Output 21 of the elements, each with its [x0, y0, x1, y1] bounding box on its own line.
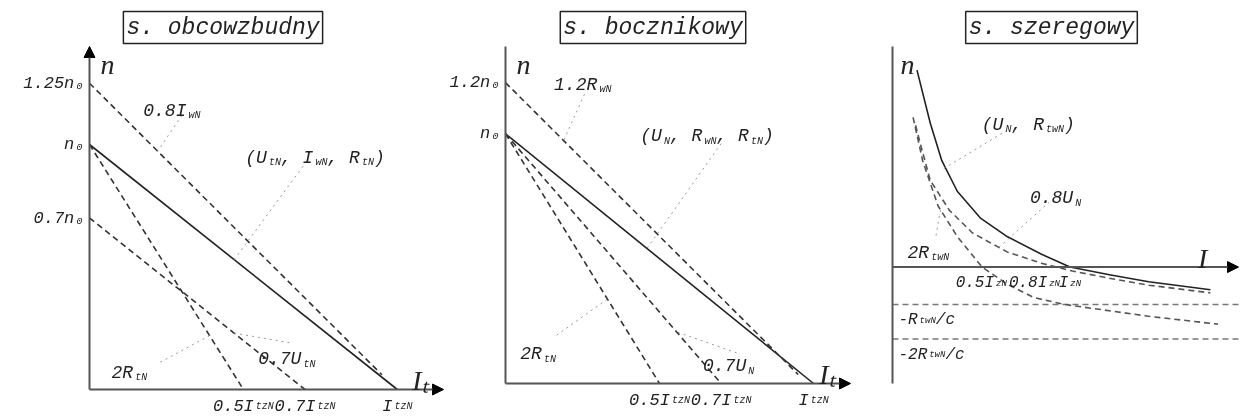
x-tick-label: 0.5ItzN — [212, 396, 274, 416]
y-tick-label: n₀ — [64, 135, 85, 154]
x-axis-title: Iₜ — [411, 365, 430, 396]
chart-title: s. bocznikowy — [563, 14, 744, 41]
y-tick-label: 0.7n₀ — [33, 208, 85, 228]
x-tick-label: ItzN — [798, 390, 829, 410]
x-tick-label: 0.5ItzN — [629, 390, 690, 410]
chart-title: s. szeregowy — [968, 14, 1136, 41]
annotation: 1.2n₀ — [449, 73, 501, 93]
x-tick-label: IzN — [1058, 274, 1082, 293]
chart-title: s. obcowzbudny — [126, 14, 321, 41]
x-axis-title: I — [1196, 242, 1209, 274]
x-tick-label: 0.5IzN — [955, 274, 1008, 293]
annotation: n₀ — [480, 124, 501, 144]
ref-line-label: -RtwN/c — [898, 311, 956, 330]
y-tick-label: 1.25n₀ — [23, 73, 85, 93]
y-axis-title: n — [900, 48, 915, 80]
x-axis-title: Iₜ — [818, 359, 837, 390]
y-axis-title: n — [516, 48, 531, 80]
y-axis-title: n — [100, 48, 115, 80]
ref-line-label: -2RtwN/c — [898, 345, 965, 364]
